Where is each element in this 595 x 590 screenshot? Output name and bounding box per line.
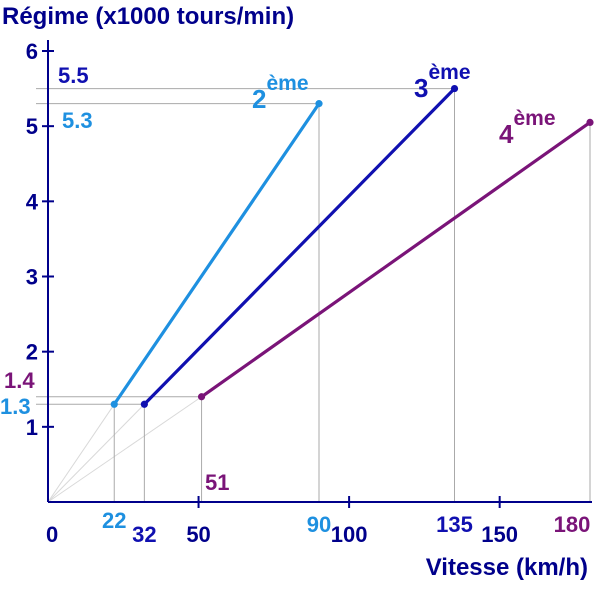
origin-ray-1 [47, 403, 145, 503]
y-tick-label: 2 [26, 340, 38, 365]
series-label-3eme: 3ème [414, 61, 471, 103]
series-lines [112, 86, 592, 406]
series-line-3 [142, 86, 457, 406]
origin-ray-2 [47, 396, 202, 503]
x-tick-label: 100 [331, 522, 368, 547]
y-tick-label: 6 [26, 39, 38, 64]
series-line-4 [199, 120, 592, 399]
series-point-2 [110, 400, 118, 408]
y-tick-label: 5 [26, 114, 38, 139]
series-point-2 [315, 100, 323, 108]
x-tick-label: 150 [481, 522, 518, 547]
series-point-4 [197, 393, 206, 401]
y-value-label: 5.3 [62, 108, 93, 133]
origin-rays [47, 396, 202, 503]
axis-ticks: 0 50 100 150 1 2 3 4 5 6 [26, 39, 518, 547]
y-value-label: 1.4 [4, 368, 35, 393]
origin-ray-0 [47, 404, 115, 503]
x-value-label: 51 [205, 470, 229, 495]
x-value-label: 32 [132, 522, 156, 547]
y-value-label: 1.3 [0, 394, 31, 419]
x-value-label: 90 [307, 512, 331, 537]
series-point-3 [450, 84, 459, 93]
series-point-3 [140, 400, 148, 408]
series-line-2 [112, 102, 321, 406]
series-label-2eme: 2ème [252, 72, 309, 114]
guide-lines [36, 88, 591, 502]
x-tick-label: 0 [46, 522, 58, 547]
x-axis-title: Vitesse (km/h) [426, 554, 588, 581]
y-tick-label: 4 [26, 189, 39, 214]
x-tick-label: 50 [186, 522, 210, 547]
axes [47, 40, 592, 503]
x-value-label: 22 [102, 508, 126, 533]
x-value-label: 135 [436, 512, 473, 537]
y-tick-label: 3 [26, 265, 38, 290]
y-value-label: 5.5 [58, 63, 89, 88]
x-value-label: 180 [554, 512, 591, 537]
series-point-4 [586, 118, 594, 127]
series-label-4eme: 4ème [499, 107, 556, 149]
y-axis-title: Régime (x1000 tours/min) [2, 3, 294, 30]
series-points [110, 84, 594, 408]
y-tick-label: 1 [26, 415, 38, 440]
